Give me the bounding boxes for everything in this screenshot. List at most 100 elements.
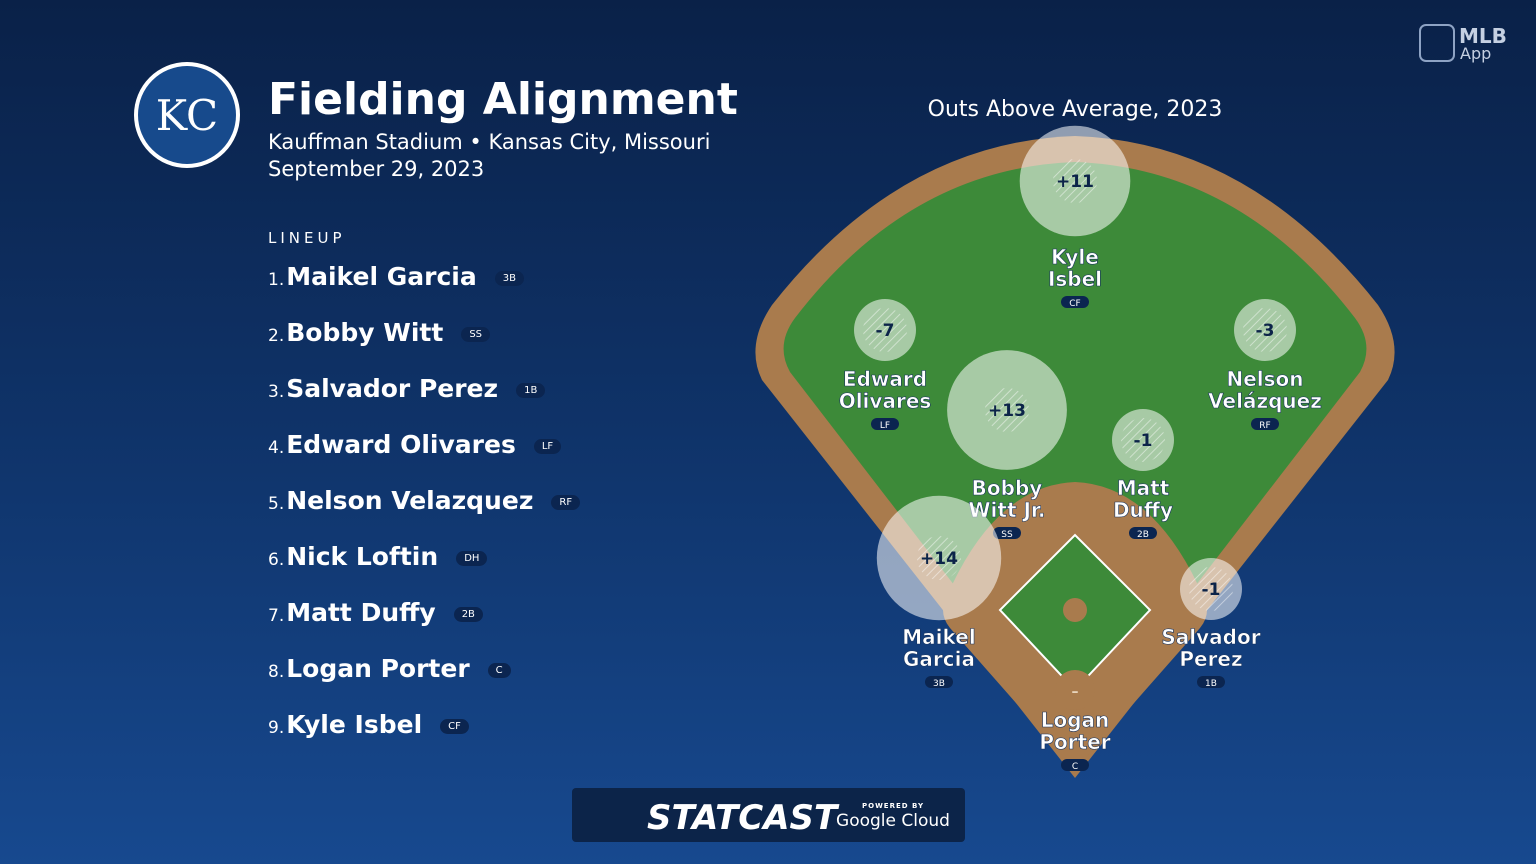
player-name: Porter (1039, 730, 1110, 754)
lineup-order: 1. (268, 270, 285, 290)
lineup-order: 5. (268, 494, 285, 514)
player-name: Salvador (1161, 625, 1260, 649)
lineup-pos: 1B (516, 383, 546, 398)
lineup-name: Matt Duffy (286, 598, 436, 627)
lineup-order: 8. (268, 662, 285, 682)
logo-text: KC (156, 91, 218, 140)
lineup-name: Maikel Garcia (286, 262, 477, 291)
oaa-hatch (1243, 308, 1287, 352)
pos-badge (1061, 296, 1089, 308)
player-name: Garcia (903, 647, 975, 671)
player-pos: CF (1069, 299, 1080, 309)
lineup-name: Edward Olivares (286, 430, 516, 459)
oaa-hatch (1189, 567, 1233, 611)
field (755, 136, 1395, 778)
lineup-pos: 3B (494, 271, 524, 286)
oaa-label: -1 (1202, 580, 1221, 600)
footer-cloud: Google Cloud (836, 811, 950, 831)
oaa-hatch (1121, 418, 1165, 462)
footer-powered: POWERED BY (862, 802, 924, 810)
player-name: Duffy (1113, 498, 1173, 522)
oaa-hatch (985, 388, 1029, 432)
player-pos: RF (1259, 421, 1270, 431)
lineup-order: 2. (268, 326, 285, 346)
lineup-row: 4. Edward Olivares LF (268, 430, 562, 459)
footer-brand: STATCAST (647, 798, 840, 838)
title: Fielding Alignment (268, 74, 738, 125)
pos-badge (1251, 418, 1279, 430)
lineup-row: 2. Bobby Witt SS (268, 318, 491, 347)
brand-line2: App (1460, 44, 1491, 63)
oaa-label: +13 (988, 401, 1026, 421)
player-name: Logan (1041, 708, 1110, 732)
lineup-name: Nelson Velazquez (286, 486, 534, 515)
lineup-row: 7. Matt Duffy 2B (268, 598, 483, 627)
statcast-footer: STATCAST POWERED BY Google Cloud (572, 788, 965, 842)
pos-badge (871, 418, 899, 430)
oaa-label: +14 (920, 549, 958, 569)
pos-badge (1197, 676, 1225, 688)
oaa-label: -3 (1256, 321, 1275, 341)
oaa-hatch (863, 308, 907, 352)
oaa-label: +11 (1056, 172, 1094, 192)
player-pos: LF (880, 421, 890, 431)
pos-badge (1129, 527, 1157, 539)
lineup-name: Nick Loftin (286, 542, 439, 571)
field-title: Outs Above Average, 2023 (928, 97, 1223, 122)
pos-badge (1061, 759, 1089, 771)
lineup-order: 6. (268, 550, 285, 570)
player-name: Maikel (902, 625, 975, 649)
lineup-pos: DH (456, 551, 488, 566)
lineup-row: 5. Nelson Velazquez RF (268, 486, 581, 515)
oaa-label: -1 (1134, 431, 1153, 451)
lineup-pos: SS (461, 327, 491, 342)
venue: Kauffman Stadium • Kansas City, Missouri (268, 130, 711, 154)
player-name: Edward (843, 367, 927, 391)
team-logo: KC (134, 62, 240, 168)
lineup-order: 4. (268, 438, 285, 458)
pos-badge (993, 527, 1021, 539)
lineup-pos: 2B (453, 607, 483, 622)
brand-line1: MLB (1459, 24, 1507, 48)
pos-badge (925, 676, 953, 688)
lineup-pos: CF (440, 719, 469, 734)
oaa-hatch (1053, 159, 1097, 203)
player-pos: 2B (1137, 530, 1149, 540)
player-pos: SS (1001, 530, 1013, 540)
lineup-row: 1. Maikel Garcia 3B (268, 262, 524, 291)
lineup-row: 8. Logan Porter C (268, 654, 511, 683)
lineup-name: Bobby Witt (286, 318, 444, 347)
player-name: Olivares (839, 389, 932, 413)
player-pos: 3B (933, 679, 945, 689)
mlb-app-brand: MLB App (1419, 24, 1507, 63)
player-name: Nelson (1226, 367, 1303, 391)
player-name: Matt (1117, 476, 1170, 500)
player-pos: C (1072, 762, 1078, 772)
oaa-label: – (1072, 684, 1079, 700)
lineup-order: 9. (268, 718, 285, 738)
date: September 29, 2023 (268, 157, 485, 181)
lineup-pos: LF (533, 439, 562, 454)
player-name: Bobby (972, 476, 1043, 500)
player-name: Kyle (1051, 245, 1099, 269)
lineup-pos: C (487, 663, 511, 678)
lineup-label: LINEUP (268, 229, 346, 247)
lineup-pos: RF (551, 495, 581, 510)
lineup-row: 3. Salvador Perez 1B (268, 374, 546, 403)
lineup-order: 7. (268, 606, 285, 626)
player-name: Perez (1179, 647, 1242, 671)
lineup-name: Salvador Perez (286, 374, 499, 403)
player-name: Velázquez (1208, 389, 1322, 413)
lineup-row: 6. Nick Loftin DH (268, 542, 488, 571)
player-name: Isbel (1048, 267, 1102, 291)
lineup-order: 3. (268, 382, 285, 402)
oaa-label: -7 (876, 321, 895, 341)
lineup-name: Logan Porter (286, 654, 470, 683)
lineup-row: 9. Kyle Isbel CF (268, 710, 469, 739)
player-pos: 1B (1205, 679, 1217, 689)
lineup-name: Kyle Isbel (286, 710, 423, 739)
oaa-hatch (917, 536, 961, 580)
